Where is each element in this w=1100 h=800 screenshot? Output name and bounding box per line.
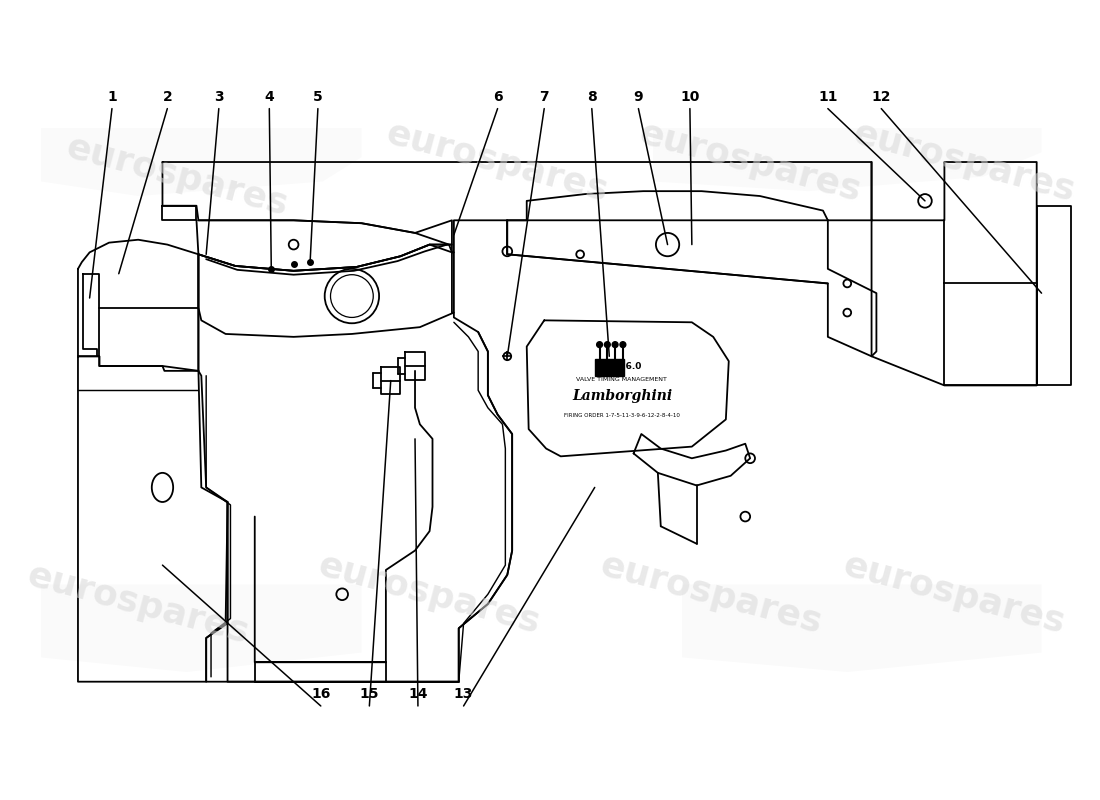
Text: eurospares: eurospares (849, 116, 1079, 208)
Text: 7: 7 (539, 90, 549, 104)
Text: Lamborghini: Lamborghini (572, 389, 672, 403)
Text: 15: 15 (360, 687, 379, 702)
Polygon shape (41, 128, 362, 196)
Text: eurospares: eurospares (23, 558, 253, 650)
Text: 6: 6 (493, 90, 503, 104)
Text: 5: 5 (314, 90, 322, 104)
Polygon shape (682, 585, 1042, 672)
Circle shape (613, 342, 618, 347)
Text: 3: 3 (214, 90, 223, 104)
Text: eurospares: eurospares (596, 548, 826, 640)
Circle shape (596, 342, 603, 347)
Text: 2: 2 (163, 90, 173, 104)
Text: 4: 4 (264, 90, 274, 104)
Text: eurospares: eurospares (315, 548, 544, 640)
Circle shape (604, 342, 611, 347)
Text: 13: 13 (454, 687, 473, 702)
Text: 12: 12 (871, 90, 891, 104)
Text: FIRING ORDER 1-7-5-11-3-9-6-12-2-8-4-10: FIRING ORDER 1-7-5-11-3-9-6-12-2-8-4-10 (564, 414, 680, 418)
Polygon shape (653, 128, 1042, 191)
Circle shape (620, 342, 626, 347)
Text: 14: 14 (408, 687, 428, 702)
Polygon shape (595, 359, 624, 376)
Text: 9: 9 (634, 90, 643, 104)
Text: 10: 10 (680, 90, 700, 104)
Text: eurospares: eurospares (839, 548, 1069, 640)
Text: 1: 1 (107, 90, 117, 104)
Text: 11: 11 (818, 90, 837, 104)
Text: eurospares: eurospares (63, 130, 292, 222)
Polygon shape (41, 585, 362, 672)
Text: eurospares: eurospares (383, 116, 613, 208)
Text: eurospares: eurospares (636, 116, 865, 208)
Text: V12 6.0: V12 6.0 (603, 362, 641, 371)
Text: 16: 16 (311, 687, 330, 702)
Text: VALVE TIMING MANAGEMENT: VALVE TIMING MANAGEMENT (576, 377, 668, 382)
Text: 8: 8 (587, 90, 596, 104)
